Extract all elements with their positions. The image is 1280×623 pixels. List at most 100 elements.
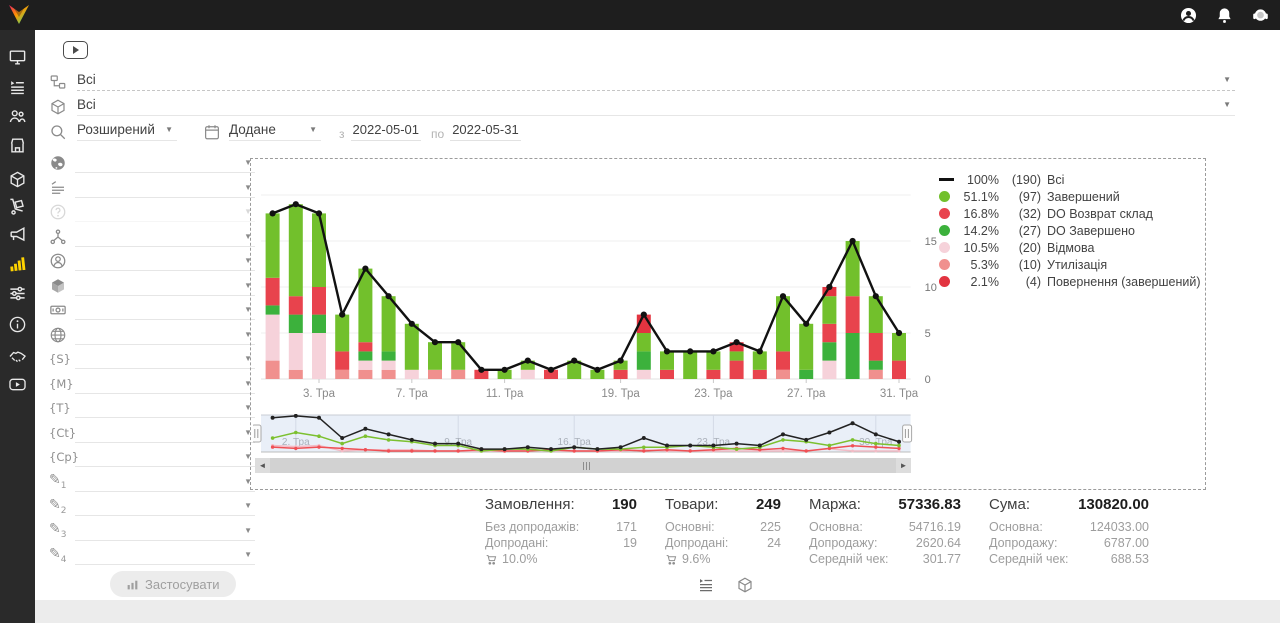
- date-field-select[interactable]: Додане ▼: [229, 119, 321, 141]
- legend-item[interactable]: 16.8% (32) DO Возврат склад: [939, 205, 1201, 222]
- stats-row: Без допродажів: 171: [485, 520, 637, 534]
- filter-select[interactable]: ▼: [75, 545, 255, 566]
- package-toggle[interactable]: [736, 576, 754, 594]
- globe-wire-icon: [49, 326, 66, 344]
- filter-select[interactable]: ▼: [75, 496, 255, 517]
- scroll-grip[interactable]: [583, 461, 590, 470]
- search-mode-select[interactable]: Розширений ▼: [77, 119, 177, 141]
- stats-row: Допродажу: 2620.64: [809, 536, 961, 550]
- person-circle-icon: [49, 252, 66, 270]
- status-list-toggle[interactable]: [697, 576, 715, 594]
- sidebar-item-info-icon[interactable]: [8, 315, 27, 334]
- sidebar-item-video-icon[interactable]: [8, 375, 27, 394]
- scroll-right-button[interactable]: ►: [896, 458, 911, 473]
- chart-legend: 100% (190) Всі 51.1% (97) Завершений 16.8% (32)…: [939, 171, 1201, 290]
- filter-row-globe-earth: ▼: [49, 151, 255, 176]
- svg-text:0: 0: [925, 374, 931, 386]
- chevron-down-icon: ▼: [309, 125, 317, 134]
- brace-icon: {T}: [49, 401, 71, 416]
- filter-row-box-3d: ▼: [49, 274, 255, 299]
- filter-select[interactable]: ▼: [75, 349, 255, 370]
- legend-pct: 5.3%: [970, 257, 1000, 272]
- filter-select[interactable]: ▼: [75, 251, 255, 272]
- notifications-icon[interactable]: [1215, 6, 1234, 25]
- line-swatch-icon: [939, 178, 954, 181]
- apply-button-label: Застосувати: [145, 576, 220, 592]
- svg-text:27. Тра: 27. Тра: [787, 388, 826, 400]
- chart-panel: 0 5 10 15 3. Тра 7. Тра 11. Тра 19. Тра 23. Тра 2…: [250, 158, 1206, 490]
- filter-select[interactable]: ▼: [75, 178, 255, 198]
- filter-row-person-circle: ▼: [49, 249, 255, 274]
- apply-button[interactable]: Застосувати: [110, 571, 236, 597]
- stats-row: Середній чек: 301.77: [809, 552, 961, 566]
- sidebar-item-store-icon[interactable]: [8, 136, 27, 155]
- filter-select[interactable]: ▼: [75, 374, 255, 394]
- chart-navigator[interactable]: 2. Тра 9. Тра 16. Тра 23. Тра 30. Тра: [251, 413, 915, 457]
- legend-item[interactable]: 10.5% (20) Відмова: [939, 239, 1201, 256]
- chevron-down-icon: ▼: [244, 158, 252, 168]
- legend-item[interactable]: 51.1% (97) Завершений: [939, 188, 1201, 205]
- date-from-input[interactable]: 2022-05-01: [350, 120, 422, 141]
- group-select[interactable]: Всі ▼: [77, 69, 1235, 91]
- chevron-down-icon: ▼: [244, 501, 252, 511]
- chevron-down-icon: ▼: [165, 125, 173, 134]
- product-select[interactable]: Всі ▼: [77, 94, 1235, 116]
- search-mode-value: Розширений: [77, 122, 155, 137]
- legend-item[interactable]: 100% (190) Всі: [939, 171, 1201, 188]
- filter-select[interactable]: ▼: [75, 447, 255, 468]
- scroll-track[interactable]: [270, 458, 896, 473]
- scroll-left-button[interactable]: ◄: [255, 458, 270, 473]
- filter-select[interactable]: ▼: [75, 472, 255, 492]
- app-logo-icon[interactable]: [7, 3, 31, 27]
- chevron-down-icon: ▼: [244, 476, 252, 486]
- sidebar-item-monitor-icon[interactable]: [8, 48, 27, 67]
- chevron-down-icon: ▼: [244, 550, 252, 560]
- sidebar-item-bar-chart-icon[interactable]: [8, 254, 27, 273]
- filter-select[interactable]: ▼: [75, 153, 255, 174]
- legend-label: Всі: [1047, 172, 1065, 187]
- stats-cart-row: 9.6%: [665, 551, 781, 567]
- filter-select[interactable]: ▼: [75, 300, 255, 321]
- filter-select[interactable]: ▼: [75, 202, 255, 223]
- sidebar-item-handshake-icon[interactable]: [8, 347, 27, 366]
- svg-text:10: 10: [925, 282, 937, 294]
- sidebar-item-megaphone-icon[interactable]: [8, 225, 27, 244]
- legend-label: Відмова: [1047, 240, 1095, 255]
- chevron-down-icon: ▼: [244, 452, 252, 462]
- navigator-scrollbar[interactable]: ◄ ►: [255, 458, 911, 473]
- support-headset-icon[interactable]: [1251, 6, 1270, 25]
- date-to-input[interactable]: 2022-05-31: [450, 120, 521, 141]
- filter-select[interactable]: ▼: [75, 276, 255, 296]
- legend-item[interactable]: 2.1% (4) Повернення (завершений): [939, 273, 1201, 290]
- question-circle-icon: [49, 203, 66, 221]
- filter-row-brace-Cp: {Cp} ▼: [49, 445, 255, 470]
- account-icon[interactable]: [1179, 6, 1198, 25]
- sidebar-item-status-list-icon[interactable]: [8, 78, 27, 97]
- sidebar-item-people-icon[interactable]: [8, 107, 27, 126]
- legend-item[interactable]: 14.2% (27) DO Завершено: [939, 222, 1201, 239]
- chevron-down-icon: ▼: [244, 329, 252, 339]
- sidebar-item-package-icon[interactable]: [8, 170, 27, 189]
- filter-row-pencil-3: ✎3 ▼: [49, 519, 255, 544]
- stats-row: Середній чек: 688.53: [989, 552, 1149, 566]
- legend-label: DO Возврат склад: [1047, 206, 1153, 221]
- stats-row: Допродажу: 6787.00: [989, 536, 1149, 550]
- filter-select[interactable]: ▼: [75, 521, 255, 541]
- sidebar-item-sliders-icon[interactable]: [8, 284, 27, 303]
- filter-select[interactable]: ▼: [75, 325, 255, 345]
- filter-row-brace-T: {T} ▼: [49, 396, 255, 421]
- video-help-button[interactable]: [63, 41, 88, 59]
- orders-chart[interactable]: 0 5 10 15 3. Тра 7. Тра 11. Тра 19. Тра 23. Тра 2…: [253, 167, 953, 409]
- filter-select[interactable]: ▼: [75, 423, 255, 443]
- sidebar-item-hand-truck-icon[interactable]: [8, 197, 27, 216]
- filter-row-network: ▼: [49, 225, 255, 250]
- legend-label: Повернення (завершений): [1047, 274, 1201, 289]
- legend-item[interactable]: 5.3% (10) Утилізація: [939, 256, 1201, 273]
- filter-select[interactable]: ▼: [75, 398, 255, 419]
- date-from-label: з: [339, 127, 345, 141]
- legend-count: (190): [1011, 172, 1041, 187]
- filter-select[interactable]: ▼: [75, 227, 255, 247]
- legend-label: Утилізація: [1047, 257, 1108, 272]
- stats-title: Замовлення: 190: [485, 496, 637, 513]
- chevron-down-icon: ▼: [244, 305, 252, 315]
